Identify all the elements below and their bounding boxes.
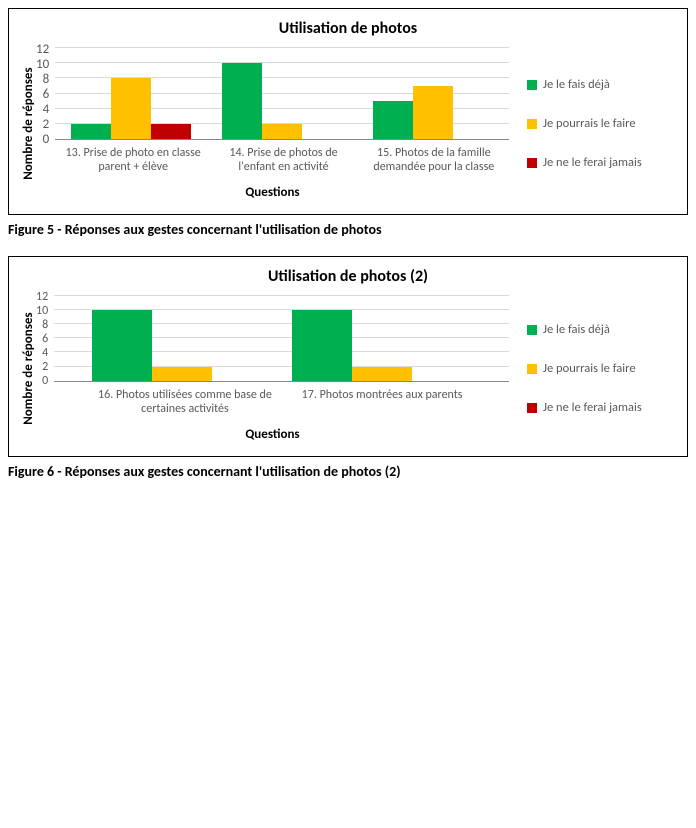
x-axis-ticks: 16. Photos utilisées comme base de certa… — [36, 388, 509, 417]
y-axis-title: Nombre de réponses — [19, 48, 36, 200]
legend-item: Je le fais déjà — [527, 322, 677, 337]
bar-group — [358, 48, 509, 139]
legend-item: Je pourrais le faire — [527, 361, 677, 376]
y-tick-label: 2 — [42, 360, 48, 374]
legend-swatch — [527, 403, 537, 413]
x-tick-label: 14. Prise de photos de l'enfant en activ… — [208, 146, 358, 175]
bar — [292, 310, 352, 381]
bar — [222, 63, 262, 139]
x-tick-label: 16. Photos utilisées comme base de certa… — [86, 388, 283, 417]
y-tick-label: 0 — [42, 374, 48, 388]
legend-swatch — [527, 119, 537, 129]
y-tick-label: 6 — [42, 332, 48, 346]
y-tick-label: 6 — [43, 87, 50, 102]
y-tick-label: 8 — [42, 318, 48, 332]
bar — [413, 86, 453, 139]
figure-6-caption: Figure 6 - Réponses aux gestes concernan… — [8, 463, 688, 480]
bar — [262, 124, 302, 139]
bar — [152, 367, 212, 381]
y-tick-label: 4 — [43, 102, 50, 117]
bar-group — [206, 48, 357, 139]
y-tick-label: 0 — [43, 132, 50, 147]
plot-area — [55, 48, 509, 140]
chart-title: Utilisation de photos (2) — [19, 267, 677, 286]
plot-area — [54, 296, 509, 382]
legend-item: Je pourrais le faire — [527, 116, 677, 131]
y-tick-label: 10 — [36, 304, 48, 318]
figure-5-caption: Figure 5 - Réponses aux gestes concernan… — [8, 221, 688, 238]
legend-swatch — [527, 325, 537, 335]
y-tick-label: 8 — [43, 72, 50, 87]
bar — [151, 124, 191, 139]
x-tick-label: 17. Photos montrées aux parents — [284, 388, 481, 417]
chart-legend: Je le fais déjà Je pourrais le faire Je ne… — [509, 48, 677, 200]
chart-legend: Je le fais déjà Je pourrais le faire Je ne… — [509, 296, 677, 442]
bar-group — [282, 296, 482, 381]
bar-group — [55, 48, 206, 139]
legend-item: Je ne le ferai jamais — [527, 155, 677, 170]
bar — [71, 124, 111, 139]
legend-swatch — [527, 364, 537, 374]
legend-label: Je le fais déjà — [543, 77, 610, 92]
y-tick-label: 2 — [43, 117, 50, 132]
x-tick-label: 15. Photos de la famille demandée pour l… — [359, 146, 509, 175]
legend-label: Je le fais déjà — [543, 322, 610, 337]
utilisation-photos-2-chart: Utilisation de photos (2) Nombre de répon… — [19, 267, 677, 442]
chart-title: Utilisation de photos — [19, 19, 677, 38]
figure-5-wrap: Utilisation de photosNombre de réponses1… — [8, 8, 688, 215]
x-axis-ticks: 13. Prise de photo en classe parent + él… — [36, 146, 509, 175]
legend-label: Je ne le ferai jamais — [543, 155, 642, 170]
y-tick-label: 10 — [36, 57, 49, 72]
bar — [92, 310, 152, 381]
utilisation-photos-chart: Utilisation de photosNombre de réponses1… — [19, 19, 677, 200]
x-axis-title: Questions — [36, 427, 509, 442]
y-tick-label: 12 — [36, 42, 49, 57]
bar — [373, 101, 413, 139]
y-axis-title: Nombre de réponses — [19, 296, 36, 442]
legend-swatch — [527, 158, 537, 168]
y-axis-ticks: 121086420 — [36, 290, 54, 388]
figure-6-wrap: Utilisation de photos (2) Nombre de répon… — [8, 256, 688, 457]
legend-swatch — [527, 80, 537, 90]
x-tick-label: 13. Prise de photo en classe parent + él… — [58, 146, 208, 175]
legend-item: Je ne le ferai jamais — [527, 400, 677, 415]
bar — [111, 78, 151, 139]
y-axis-ticks: 121086420 — [36, 42, 55, 147]
y-tick-label: 4 — [42, 346, 48, 360]
legend-label: Je ne le ferai jamais — [543, 400, 642, 415]
legend-label: Je pourrais le faire — [543, 116, 636, 131]
legend-item: Je le fais déjà — [527, 77, 677, 92]
legend-label: Je pourrais le faire — [543, 361, 636, 376]
bar — [352, 367, 412, 381]
x-axis-title: Questions — [36, 185, 509, 200]
bar-group — [81, 296, 281, 381]
y-tick-label: 12 — [36, 290, 48, 304]
